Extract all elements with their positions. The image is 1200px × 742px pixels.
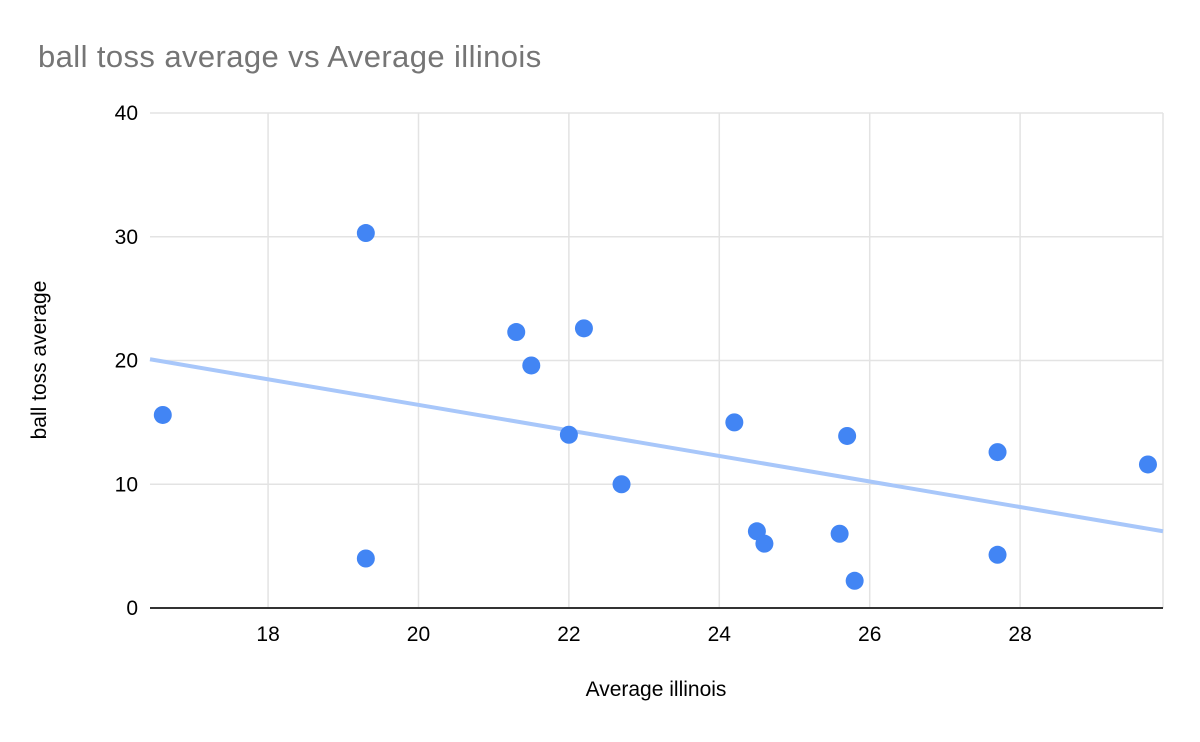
y-axis-title: ball toss average (28, 281, 51, 440)
data-point-14[interactable] (988, 443, 1007, 462)
data-point-0[interactable] (153, 405, 172, 424)
data-point-2[interactable] (356, 549, 375, 568)
y-tick-label-40: 40 (115, 102, 138, 125)
data-point-12[interactable] (838, 426, 857, 445)
data-point-6[interactable] (574, 319, 593, 338)
y-tick-label-10: 10 (115, 473, 138, 496)
x-tick-label-18: 18 (256, 623, 279, 646)
x-tick-label-28: 28 (1008, 623, 1031, 646)
chart-title: ball toss average vs Average illinois (38, 39, 542, 74)
data-point-5[interactable] (559, 425, 578, 444)
y-tick-label-30: 30 (115, 226, 138, 249)
y-gridlines (150, 112, 1163, 485)
x-tick-label-24: 24 (708, 623, 732, 646)
data-point-16[interactable] (1138, 455, 1157, 474)
data-point-7[interactable] (612, 475, 631, 494)
data-point-11[interactable] (830, 524, 849, 543)
x-tick-label-22: 22 (557, 623, 580, 646)
data-point-8[interactable] (725, 413, 744, 432)
y-tick-label-20: 20 (115, 350, 138, 373)
data-points (153, 224, 1157, 590)
x-tick-label-26: 26 (858, 623, 881, 646)
data-point-1[interactable] (356, 224, 375, 243)
trendline (149, 357, 1164, 534)
x-tick-label-20: 20 (407, 623, 430, 646)
data-point-3[interactable] (507, 323, 526, 342)
y-tick-labels: 0 10 20 30 40 (115, 102, 138, 620)
y-tick-label-0: 0 (126, 597, 138, 620)
data-point-13[interactable] (845, 571, 864, 590)
x-tick-labels: 18 20 22 24 26 28 (256, 623, 1031, 646)
x-gridlines (267, 113, 1164, 608)
data-point-15[interactable] (988, 545, 1007, 564)
data-point-10[interactable] (755, 534, 774, 553)
data-point-4[interactable] (522, 356, 541, 375)
x-axis-title: Average illinois (586, 678, 727, 701)
